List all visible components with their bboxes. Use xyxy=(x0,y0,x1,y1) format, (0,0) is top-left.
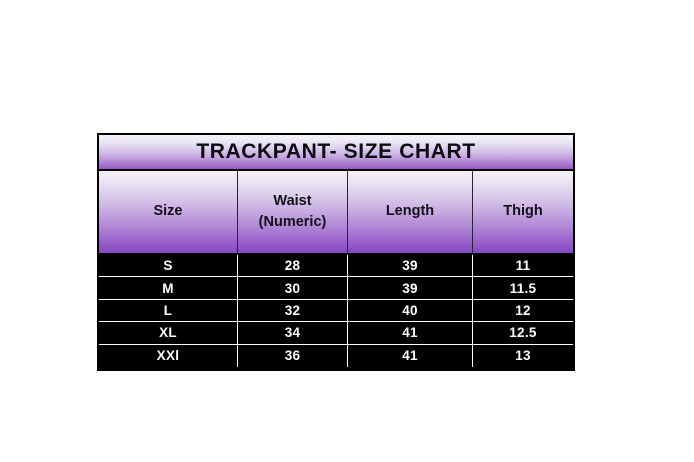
size-chart-table: TRACKPANT- SIZE CHART Size Waist (Numeri… xyxy=(97,133,575,371)
cell-thigh: 12.5 xyxy=(509,325,537,341)
cell-waist: 28 xyxy=(238,255,348,277)
table-row: L 32 40 12 xyxy=(99,299,573,323)
cell-size: L xyxy=(99,299,238,322)
table-row: XL 34 41 12.5 xyxy=(99,322,573,345)
cell-thigh: 13 xyxy=(515,348,531,364)
table-body: S 28 39 11 M 30 39 11.5 L 32 40 12 XL 34… xyxy=(99,255,573,367)
cell-waist: 34 xyxy=(238,322,348,344)
cell-size: S xyxy=(99,255,238,277)
cell-length: 39 xyxy=(348,255,473,277)
column-header-thigh-label: Thigh xyxy=(503,203,543,220)
column-header-thigh: Thigh xyxy=(473,171,573,253)
cell-length: 41 xyxy=(348,322,473,344)
column-header-size-label: Size xyxy=(153,203,183,220)
chart-title-bar: TRACKPANT- SIZE CHART xyxy=(99,135,573,171)
column-header-waist-sublabel: (Numeric) xyxy=(258,214,327,230)
cell-waist: 32 xyxy=(238,299,348,322)
cell-waist: 30 xyxy=(238,277,348,299)
cell-length: 41 xyxy=(348,344,473,367)
cell-size: XL xyxy=(99,322,238,344)
cell-thigh: 12 xyxy=(515,302,531,318)
column-header-waist-label: Waist xyxy=(273,192,312,209)
cell-size: M xyxy=(99,277,238,299)
column-header-waist: Waist (Numeric) xyxy=(238,171,348,253)
table-row: S 28 39 11 xyxy=(99,255,573,278)
column-header-size: Size xyxy=(99,171,238,253)
cell-length: 40 xyxy=(348,299,473,322)
column-header-length: Length xyxy=(348,171,473,253)
table-row: M 30 39 11.5 xyxy=(99,277,573,300)
page-title: TRACKPANT- SIZE CHART xyxy=(196,140,476,163)
cell-thigh: 11.5 xyxy=(509,280,537,296)
cell-length: 39 xyxy=(348,277,473,299)
table-header-row: Size Waist (Numeric) Length Thigh xyxy=(99,171,573,255)
cell-thigh: 11 xyxy=(515,258,531,274)
cell-waist: 36 xyxy=(238,344,348,367)
cell-size: XXl xyxy=(99,344,238,367)
column-header-length-label: Length xyxy=(385,203,435,220)
table-row: XXl 36 41 13 xyxy=(99,344,573,367)
